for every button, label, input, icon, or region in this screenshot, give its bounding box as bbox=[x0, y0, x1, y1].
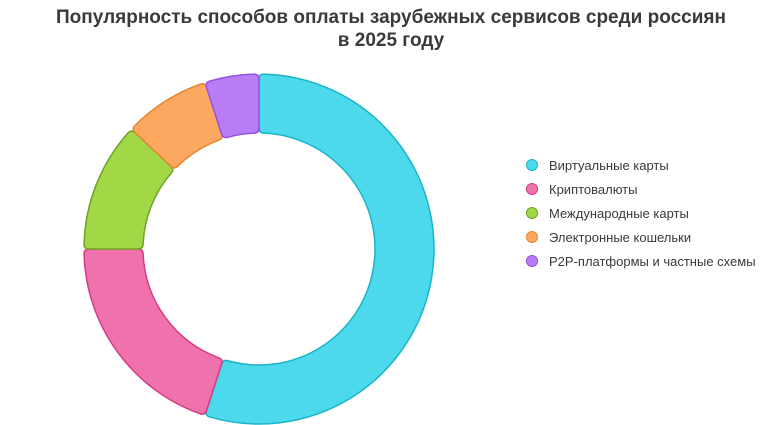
legend-label: Криптовалюты bbox=[549, 181, 638, 197]
legend-swatch bbox=[526, 183, 538, 195]
legend-swatch bbox=[526, 231, 538, 243]
slice-1[interactable] bbox=[205, 73, 435, 425]
legend-swatch bbox=[526, 159, 538, 171]
chart-legend: Виртуальные карты Криптовалюты Международн… bbox=[526, 153, 756, 273]
slice-3[interactable] bbox=[83, 130, 174, 250]
legend-label: Виртуальные карты bbox=[549, 157, 669, 173]
legend-swatch bbox=[526, 207, 538, 219]
legend-item-5[interactable]: P2P-платформы и частные схемы bbox=[526, 249, 756, 273]
legend-label: P2P-платформы и частные схемы bbox=[549, 253, 756, 269]
legend-item-3[interactable]: Международные карты bbox=[526, 201, 756, 225]
slice-5[interactable] bbox=[205, 73, 260, 139]
chart-title-line-2: в 2025 году bbox=[337, 30, 445, 51]
legend-item-4[interactable]: Электронные кошельки bbox=[526, 225, 756, 249]
legend-swatch bbox=[526, 255, 538, 267]
legend-label: Электронные кошельки bbox=[549, 229, 692, 245]
legend-item-1[interactable]: Виртуальные карты bbox=[526, 153, 756, 177]
legend-label: Международные карты bbox=[549, 205, 689, 221]
chart-title-line-1: Популярность способов оплаты зарубежных … bbox=[56, 7, 726, 28]
slice-4[interactable] bbox=[132, 83, 223, 169]
slice-2[interactable] bbox=[83, 248, 223, 415]
chart-title: Популярность способов оплаты зарубежных … bbox=[0, 6, 782, 52]
legend-item-2[interactable]: Криптовалюты bbox=[526, 177, 756, 201]
